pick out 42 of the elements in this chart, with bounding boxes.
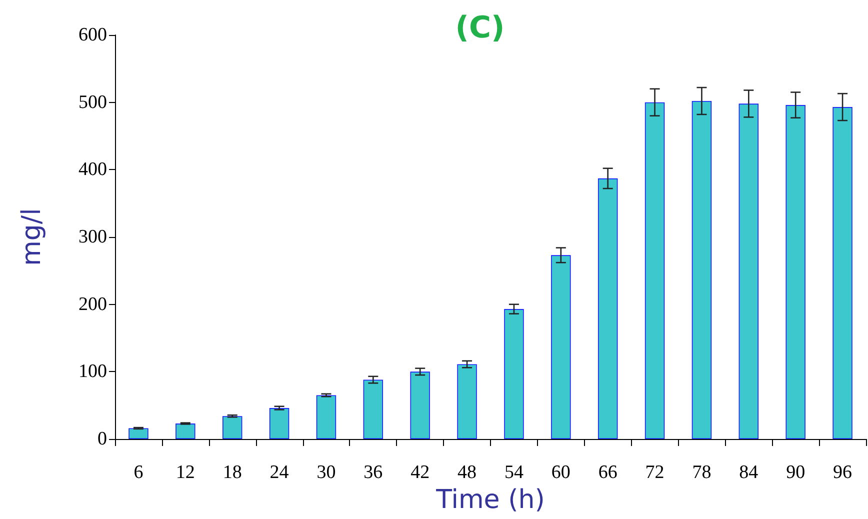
bar: [222, 416, 242, 439]
x-tick-label: 24: [270, 462, 290, 483]
bar: [551, 255, 571, 439]
bar: [176, 424, 196, 439]
x-axis-title: Time (h): [435, 484, 545, 515]
x-tick-label: 96: [833, 462, 852, 483]
x-tick-label: 90: [786, 462, 806, 483]
bar: [128, 428, 148, 439]
x-tick-label: 18: [222, 462, 242, 483]
x-tick-label: 84: [739, 462, 759, 483]
x-tick-label: 42: [410, 462, 430, 483]
x-tick-label: 54: [504, 462, 524, 483]
bar: [738, 104, 759, 439]
bar: [504, 309, 524, 439]
bar: [832, 107, 852, 439]
x-tick-label: 48: [458, 462, 477, 483]
bar: [410, 372, 430, 439]
bar: [457, 364, 477, 439]
y-tick-label: 400: [78, 159, 107, 180]
y-tick-label: 300: [78, 226, 107, 248]
chart-title: (C): [455, 10, 505, 46]
bar: [644, 102, 665, 439]
y-tick-label: 0: [98, 428, 107, 450]
x-tick-label: 60: [551, 462, 570, 483]
x-tick-label: 30: [316, 462, 336, 483]
bar: [269, 408, 290, 439]
bar: [598, 178, 618, 439]
y-axis-title: mg/l: [17, 208, 47, 266]
y-tick-label: 600: [78, 24, 107, 46]
bar: [363, 380, 384, 439]
x-tick-label: 36: [364, 462, 383, 483]
y-tick-label: 100: [78, 361, 107, 382]
y-tick-label: 200: [78, 294, 107, 315]
bar: [692, 100, 712, 439]
x-tick-label: 12: [176, 462, 195, 483]
bar: [786, 105, 806, 439]
x-tick-label: 72: [645, 462, 664, 483]
x-tick-label: 78: [692, 462, 712, 483]
y-tick-label: 500: [78, 92, 107, 113]
x-tick-label: 6: [134, 462, 144, 483]
x-tick-label: 66: [598, 462, 618, 483]
bar: [316, 395, 336, 439]
